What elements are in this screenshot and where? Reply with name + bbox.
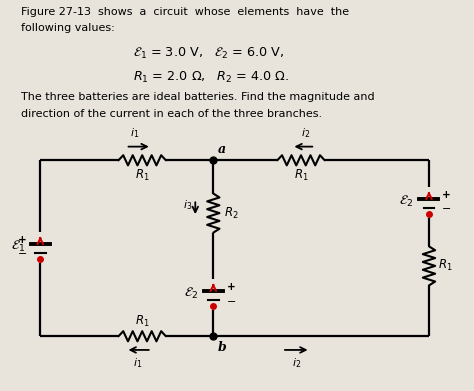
Text: direction of the current in each of the three branches.: direction of the current in each of the … [21, 109, 322, 119]
Text: Figure 27-13  shows  a  circuit  whose  elements  have  the: Figure 27-13 shows a circuit whose eleme… [21, 7, 349, 17]
Text: $R_1$ = 2.0 $\Omega$,   $R_2$ = 4.0 $\Omega$.: $R_1$ = 2.0 $\Omega$, $R_2$ = 4.0 $\Omeg… [133, 70, 289, 85]
Text: +: + [18, 235, 27, 245]
Text: following values:: following values: [21, 23, 115, 33]
Text: $i_3$: $i_3$ [182, 198, 192, 212]
Text: b: b [218, 341, 227, 354]
Text: $R_1$: $R_1$ [294, 168, 308, 183]
Text: $R_1$: $R_1$ [135, 314, 149, 329]
Text: $\mathcal{E}_1$: $\mathcal{E}_1$ [11, 239, 25, 254]
Text: $i_1$: $i_1$ [133, 357, 142, 370]
Text: $R_1$: $R_1$ [438, 258, 453, 273]
Text: a: a [218, 143, 226, 156]
Text: −: − [227, 297, 236, 307]
Text: +: + [227, 282, 235, 292]
Text: $i_2$: $i_2$ [292, 357, 301, 370]
Text: $R_1$: $R_1$ [135, 168, 149, 183]
Text: $i_1$: $i_1$ [130, 126, 140, 140]
Text: −: − [442, 204, 452, 214]
Text: $\mathcal{E}_2$: $\mathcal{E}_2$ [400, 194, 414, 209]
Text: The three batteries are ideal batteries. Find the magnitude and: The three batteries are ideal batteries.… [21, 92, 375, 102]
Text: $\mathcal{E}_2$: $\mathcal{E}_2$ [184, 286, 198, 301]
Text: $\mathcal{E}_1$ = 3.0 V,   $\mathcal{E}_2$ = 6.0 V,: $\mathcal{E}_1$ = 3.0 V, $\mathcal{E}_2$… [133, 46, 284, 61]
Text: $i_2$: $i_2$ [301, 126, 310, 140]
Text: $R_2$: $R_2$ [224, 206, 238, 221]
Text: +: + [442, 190, 451, 200]
Text: −: − [18, 249, 27, 259]
